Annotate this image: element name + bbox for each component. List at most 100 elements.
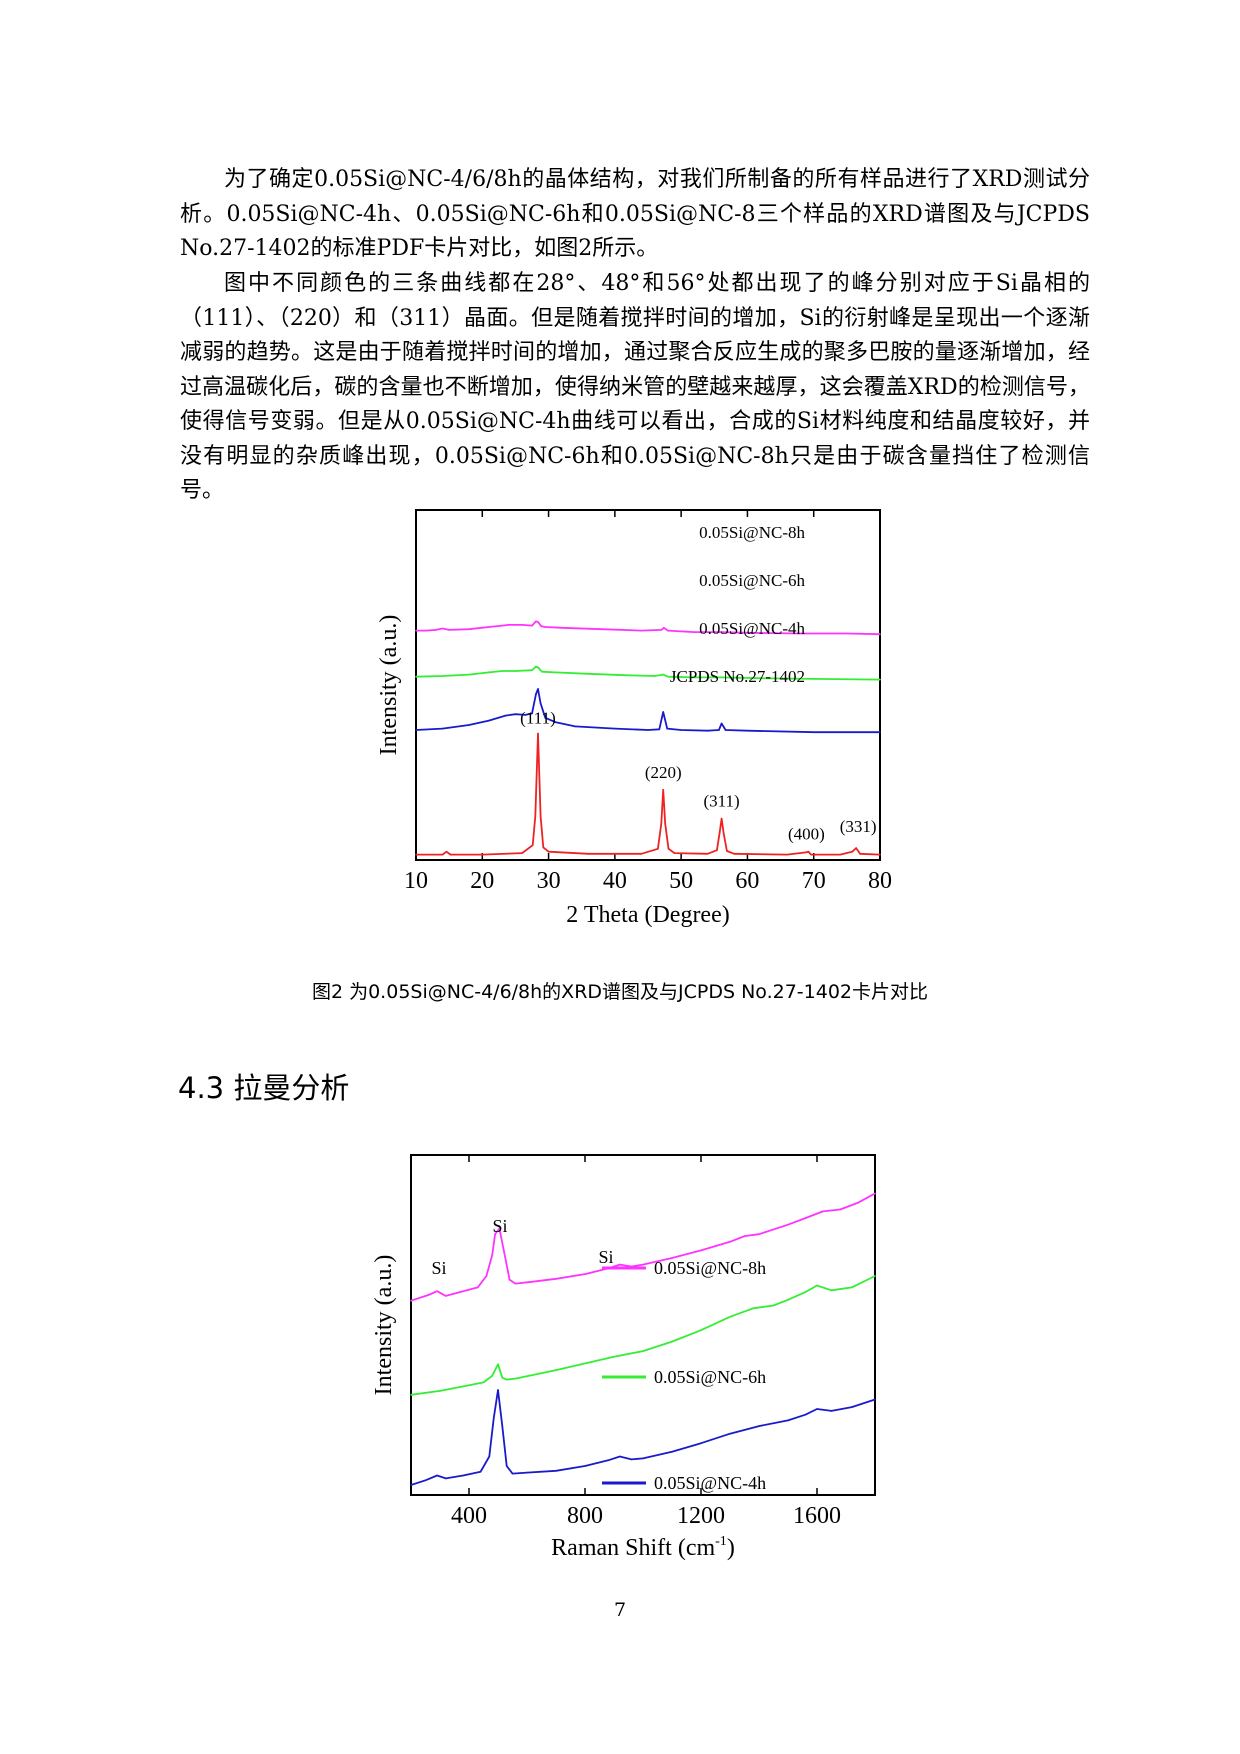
xrd-series-3-point — [481, 853, 484, 856]
xrd-x-tick-label: 70 — [802, 868, 826, 894]
xrd-series-3-point — [716, 849, 718, 851]
xrd-series-line-0 — [416, 620, 881, 636]
xrd-series-2-point — [488, 719, 490, 722]
xrd-chart: 10 20 30 40 50 60 70 80 2 Theta (Degree) Intensit… — [360, 509, 900, 930]
raman-series-1-point — [514, 1377, 517, 1380]
xrd-series-3-point — [415, 853, 417, 856]
xrd-peak-label: (331) — [840, 817, 877, 836]
raman-series-0-point — [436, 1290, 438, 1292]
raman-series-1-point — [410, 1394, 412, 1396]
raman-si-peak-label: Si — [492, 1216, 507, 1236]
xrd-series-1-point — [587, 673, 590, 675]
xrd-series-2-point — [706, 729, 709, 732]
raman-series-2-point — [619, 1455, 621, 1458]
raman-series-2-point — [479, 1470, 482, 1473]
xrd-series-label-3: JCPDS No.27-1402 — [670, 667, 805, 686]
xrd-series-1-point — [879, 678, 881, 681]
xrd-series-3-point — [805, 851, 807, 854]
raman-series-2-point — [729, 1432, 731, 1435]
raman-series-0-point — [498, 1227, 501, 1230]
xrd-series-2-point — [544, 717, 547, 719]
xrd-series-3-point — [640, 853, 643, 855]
xrd-series-2-point — [554, 721, 556, 723]
xrd-series-1-point — [441, 675, 444, 677]
xrd-series-0-point — [521, 624, 523, 626]
raman-series-2-point — [804, 1413, 807, 1416]
raman-series-2-point — [830, 1410, 833, 1412]
xrd-series-3-point — [537, 732, 539, 735]
xrd-series-2-point — [879, 731, 881, 733]
raman-x-tick-label: 800 — [567, 1503, 603, 1529]
xrd-series-1-point — [653, 675, 656, 677]
xrd-series-3-point — [810, 853, 812, 856]
xrd-x-tick-label: 80 — [868, 868, 892, 894]
xrd-peak-label: (400) — [788, 825, 825, 844]
xrd-series-0-point — [720, 631, 722, 633]
raman-chart-svg: 400 800 1200 1600 Raman Shift (cm-1) Intensit… — [371, 1154, 876, 1561]
raman-series-0-point — [555, 1278, 557, 1280]
xrd-series-0-point — [846, 632, 848, 635]
raman-series-2-point — [630, 1458, 633, 1461]
xrd-series-3-point — [859, 853, 861, 855]
raman-x-tick-label: 400 — [451, 1503, 487, 1529]
raman-series-2-point — [816, 1408, 818, 1410]
xrd-series-3-point — [662, 789, 664, 791]
raman-series-2-point — [700, 1442, 702, 1444]
xrd-series-2-point — [724, 729, 727, 731]
xrd-series-0-point — [415, 629, 417, 632]
raman-series-2-point — [787, 1419, 789, 1422]
xrd-series-3-point — [722, 832, 725, 834]
xrd-series-0-point — [561, 627, 563, 629]
xrd-series-3-point — [660, 822, 663, 825]
xrd-series-0-point — [600, 628, 603, 630]
xrd-series-1-point — [541, 670, 543, 673]
xrd-series-2-point — [658, 728, 661, 731]
xrd-series-3-point — [718, 832, 721, 834]
xrd-series-label-0: 0.05Si@NC-8h — [699, 523, 805, 542]
xrd-series-3-point — [667, 848, 670, 850]
raman-series-line-0 — [410, 1192, 876, 1302]
xrd-series-2-point — [537, 688, 539, 690]
xrd-series-0-point — [425, 629, 427, 632]
raman-series-0-point — [410, 1299, 412, 1302]
raman-series-0-point — [462, 1290, 464, 1292]
raman-plot-frame — [410, 1154, 876, 1496]
xrd-x-tick-label: 30 — [537, 868, 561, 894]
xrd-series-2-point — [680, 729, 682, 731]
xrd-series-0-point — [799, 632, 802, 635]
xrd-series-1-point — [693, 676, 696, 679]
xrd-series-label-2: 0.05Si@NC-4h — [699, 619, 805, 638]
raman-series-1-point — [830, 1289, 833, 1292]
xrd-y-axis-label: Intensity (a.u.) — [376, 615, 402, 756]
raman-series-1-point — [505, 1378, 508, 1381]
xrd-series-3-point — [786, 853, 788, 856]
xrd-peak-label: (111) — [520, 709, 556, 728]
xrd-series-3-point — [521, 852, 523, 854]
xrd-series-1-point — [812, 678, 815, 680]
xrd-series-3-point — [445, 850, 448, 853]
xrd-series-2-point — [647, 729, 649, 731]
raman-series-1-point — [482, 1381, 485, 1384]
raman-x-axis-label-close: ) — [727, 1535, 735, 1561]
raman-series-1-point — [772, 1304, 775, 1307]
raman-series-0-point — [508, 1279, 511, 1281]
xrd-peak-label: (220) — [645, 763, 682, 782]
raman-legend-label-1: 0.05Si@NC-6h — [654, 1367, 766, 1387]
raman-series-2-point — [642, 1457, 644, 1460]
xrd-series-0-point — [448, 629, 450, 631]
xrd-series-3-point — [542, 846, 545, 849]
xrd-series-0-point — [535, 620, 537, 623]
xrd-series-2-point — [614, 727, 616, 730]
raman-series-1-point — [468, 1384, 470, 1387]
xrd-series-3-point — [839, 853, 841, 856]
raman-series-0-point — [514, 1282, 517, 1285]
raman-series-2-point — [671, 1451, 673, 1453]
xrd-x-tick-label: 60 — [735, 868, 759, 894]
xrd-series-3-point — [539, 815, 542, 818]
xrd-series-3-point — [807, 850, 810, 853]
xrd-series-1-point — [468, 673, 470, 676]
xrd-series-0-point — [468, 628, 470, 630]
raman-legend-label-2: 0.05Si@NC-4h — [654, 1473, 766, 1493]
xrd-series-0-point — [640, 629, 643, 632]
xrd-series-2-point — [746, 729, 749, 732]
